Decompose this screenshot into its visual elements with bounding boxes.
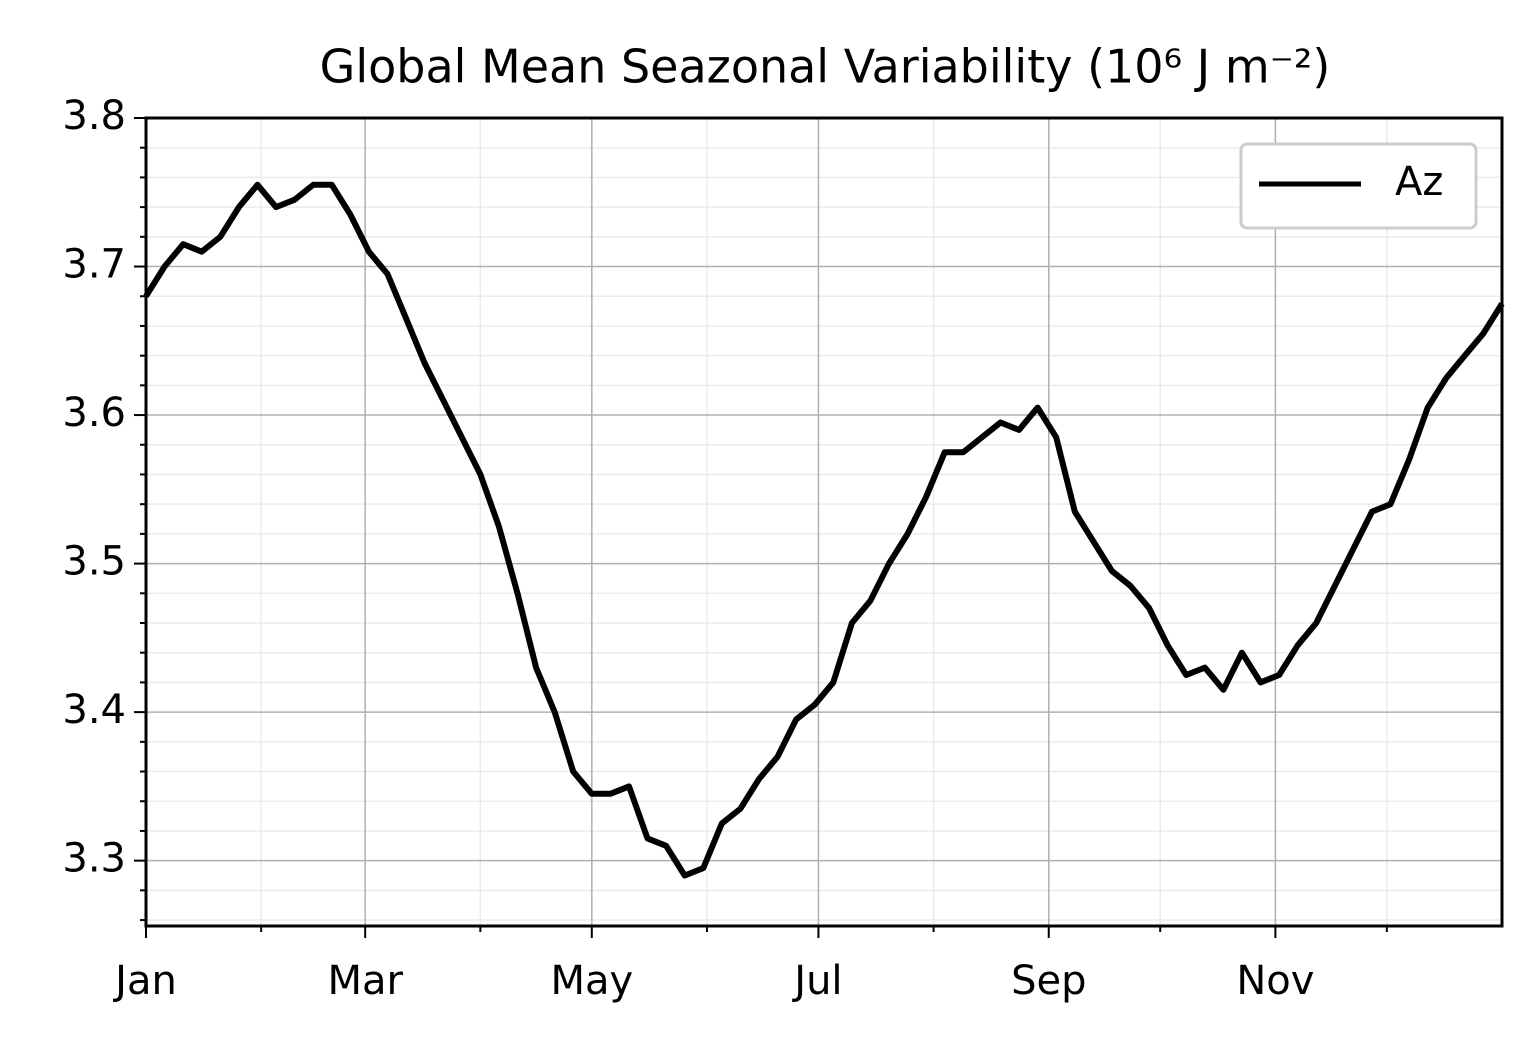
plot-frame — [144, 116, 1504, 928]
legend-label: Az — [1395, 159, 1443, 205]
x-tick-label: Nov — [1236, 958, 1314, 1004]
chart-title: Global Mean Seazonal Variability (10⁶ J … — [320, 40, 1331, 94]
y-tick-label: 3.8 — [62, 93, 126, 139]
x-tick-label: Sep — [1011, 958, 1086, 1004]
data-line — [143, 181, 1505, 879]
y-tick-label: 3.6 — [62, 390, 126, 436]
y-tick-label: 3.3 — [62, 836, 126, 882]
x-tick-label: Jan — [112, 958, 177, 1004]
x-tick-label: Jul — [791, 958, 842, 1004]
x-tick-label: May — [550, 958, 633, 1004]
y-tick-label: 3.7 — [62, 242, 126, 288]
y-tick-label: 3.4 — [62, 687, 126, 733]
x-tick-label: Mar — [327, 958, 403, 1004]
y-tick-label: 3.5 — [62, 539, 126, 585]
